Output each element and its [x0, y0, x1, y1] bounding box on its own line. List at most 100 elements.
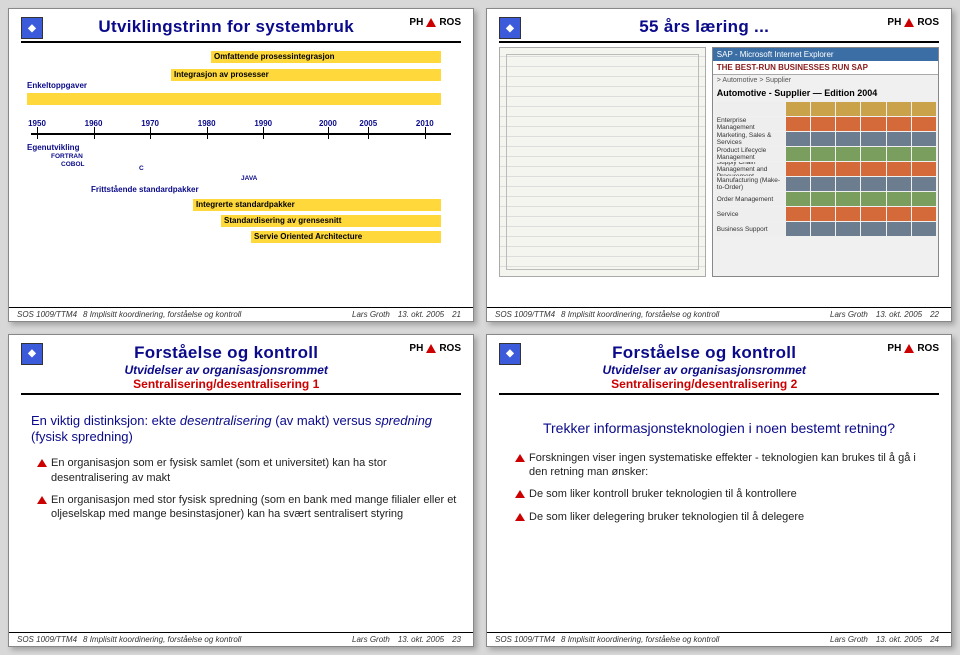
slide-sub1: Utvidelser av organisasjonsrommet [48, 363, 404, 377]
logo-left: ◆ [499, 17, 521, 39]
year-label: 2005 [359, 119, 377, 128]
lead-text: En viktig distinksjon: ekte desentralise… [31, 413, 457, 447]
slide-sub1: Utvidelser av organisasjonsrommet [526, 363, 882, 377]
slide-title: 55 års læring ... [526, 17, 882, 37]
sap-cell [836, 117, 860, 131]
footer-page: 22 [926, 310, 943, 319]
ntnu-icon: ◆ [21, 17, 43, 39]
lbl-c: C [139, 165, 144, 172]
title-block: Forståelse og kontroll Utvidelser av org… [521, 343, 887, 391]
sap-cell [912, 162, 936, 176]
footer-desc: 8 Implisitt koordinering, forståelse og … [555, 635, 826, 644]
sap-cell [786, 162, 810, 176]
sap-cell [836, 207, 860, 221]
lbl-egen: Egenutvikling [27, 143, 79, 152]
sap-cell [887, 162, 911, 176]
sap-cell [836, 162, 860, 176]
bar-enkelt [27, 93, 441, 105]
slide-footer: SOS 1009/TTM4 8 Implisitt koordinering, … [487, 307, 951, 321]
slide-header: ◆ 55 års læring ... PHROS [499, 17, 939, 43]
sap-breadcrumb: > Automotive > Supplier [713, 75, 938, 86]
sap-cell [912, 177, 936, 191]
bullet-item: De som liker delegering bruker teknologi… [515, 510, 935, 524]
title-block: 55 års læring ... [521, 17, 887, 37]
year-label: 1980 [198, 119, 216, 128]
year-label: 1960 [85, 119, 103, 128]
sap-solution-map: Enterprise ManagementMarketing, Sales & … [713, 100, 938, 276]
logo-right: PHROS [887, 343, 939, 354]
legacy-form-image [499, 47, 706, 277]
sap-cell [786, 222, 810, 236]
ntnu-icon: ◆ [21, 343, 43, 365]
logo-left: ◆ [21, 343, 43, 365]
sap-cell [887, 147, 911, 161]
sap-cell [887, 177, 911, 191]
footer-date: 13. okt. 2005 [872, 310, 926, 319]
sap-cell [836, 222, 860, 236]
logo-left: ◆ [499, 343, 521, 365]
footer-code: SOS 1009/TTM4 [17, 310, 77, 319]
footer-code: SOS 1009/TTM4 [495, 310, 555, 319]
footer-date: 13. okt. 2005 [394, 310, 448, 319]
sap-cell [836, 147, 860, 161]
sap-cell [861, 117, 885, 131]
pharos-icon [904, 18, 914, 27]
sap-cell [887, 192, 911, 206]
slide-24: ◆ Forståelse og kontroll Utvidelser av o… [486, 334, 952, 648]
sap-cell [786, 207, 810, 221]
sap-cell [786, 177, 810, 191]
slide-footer: SOS 1009/TTM4 8 Implisitt koordinering, … [9, 632, 473, 646]
sap-cell [912, 117, 936, 131]
sap-cell [861, 162, 885, 176]
sap-cell [811, 207, 835, 221]
slide-title: Forståelse og kontroll [526, 343, 882, 363]
sap-titlebar: SAP - Microsoft Internet Explorer [713, 48, 938, 61]
lbl-fritt: Frittstående standardpakker [91, 185, 199, 194]
footer-desc: 8 Implisitt koordinering, forståelse og … [77, 310, 348, 319]
sap-cell [912, 192, 936, 206]
bullet-item: De som liker kontroll bruker teknologien… [515, 487, 935, 501]
footer-code: SOS 1009/TTM4 [17, 635, 77, 644]
footer-date: 13. okt. 2005 [872, 635, 926, 644]
sap-screenshot: SAP - Microsoft Internet Explorer THE BE… [712, 47, 939, 277]
year-label: 1970 [141, 119, 159, 128]
sap-cell [836, 192, 860, 206]
bullet-list: Forskningen viser ingen systematiske eff… [503, 451, 935, 524]
footer-page: 23 [448, 635, 465, 644]
sap-cell [861, 192, 885, 206]
sap-heading: Automotive - Supplier — Edition 2004 [713, 86, 938, 100]
sap-cell [887, 222, 911, 236]
slide-title: Utviklingstrinn for systembruk [48, 17, 404, 37]
slide-title: Forståelse og kontroll [48, 343, 404, 363]
logo-right: PHROS [887, 17, 939, 28]
sap-row-header: Marketing, Sales & Services [715, 132, 785, 146]
sap-row-header: Supply Chain Management and Procurement [715, 162, 785, 176]
year-label: 2010 [416, 119, 434, 128]
lbl-fortran: FORTRAN [51, 153, 83, 160]
sap-cell [786, 192, 810, 206]
slide-footer: SOS 1009/TTM4 8 Implisitt koordinering, … [487, 632, 951, 646]
sap-cell [786, 117, 810, 131]
bar-standardisering: Standardisering av grensesnitt [221, 215, 441, 227]
lbl-cobol: COBOL [61, 161, 84, 168]
sap-cell [912, 147, 936, 161]
year-label: 2000 [319, 119, 337, 128]
logo-right: PHROS [409, 343, 461, 354]
footer-date: 13. okt. 2005 [394, 635, 448, 644]
sap-cell [811, 147, 835, 161]
bar-integrasjon: Integrasjon av prosesser [171, 69, 441, 81]
slide2-body: SAP - Microsoft Internet Explorer THE BE… [499, 47, 939, 277]
year-label: 1950 [28, 119, 46, 128]
sap-cell [811, 222, 835, 236]
label-enkelt: Enkeltoppgaver [27, 81, 87, 90]
footer-author: Lars Groth [826, 310, 872, 319]
sap-row-header: Business Support [715, 222, 785, 236]
sap-cell [786, 147, 810, 161]
bullet-item: En organisasjon som er fysisk samlet (so… [37, 456, 457, 485]
sap-cell [836, 132, 860, 146]
sap-cell [811, 177, 835, 191]
footer-desc: 8 Implisitt koordinering, forståelse og … [77, 635, 348, 644]
sap-cell [887, 207, 911, 221]
sap-cell [861, 147, 885, 161]
slide-22: ◆ 55 års læring ... PHROS SAP - Microsof… [486, 8, 952, 322]
